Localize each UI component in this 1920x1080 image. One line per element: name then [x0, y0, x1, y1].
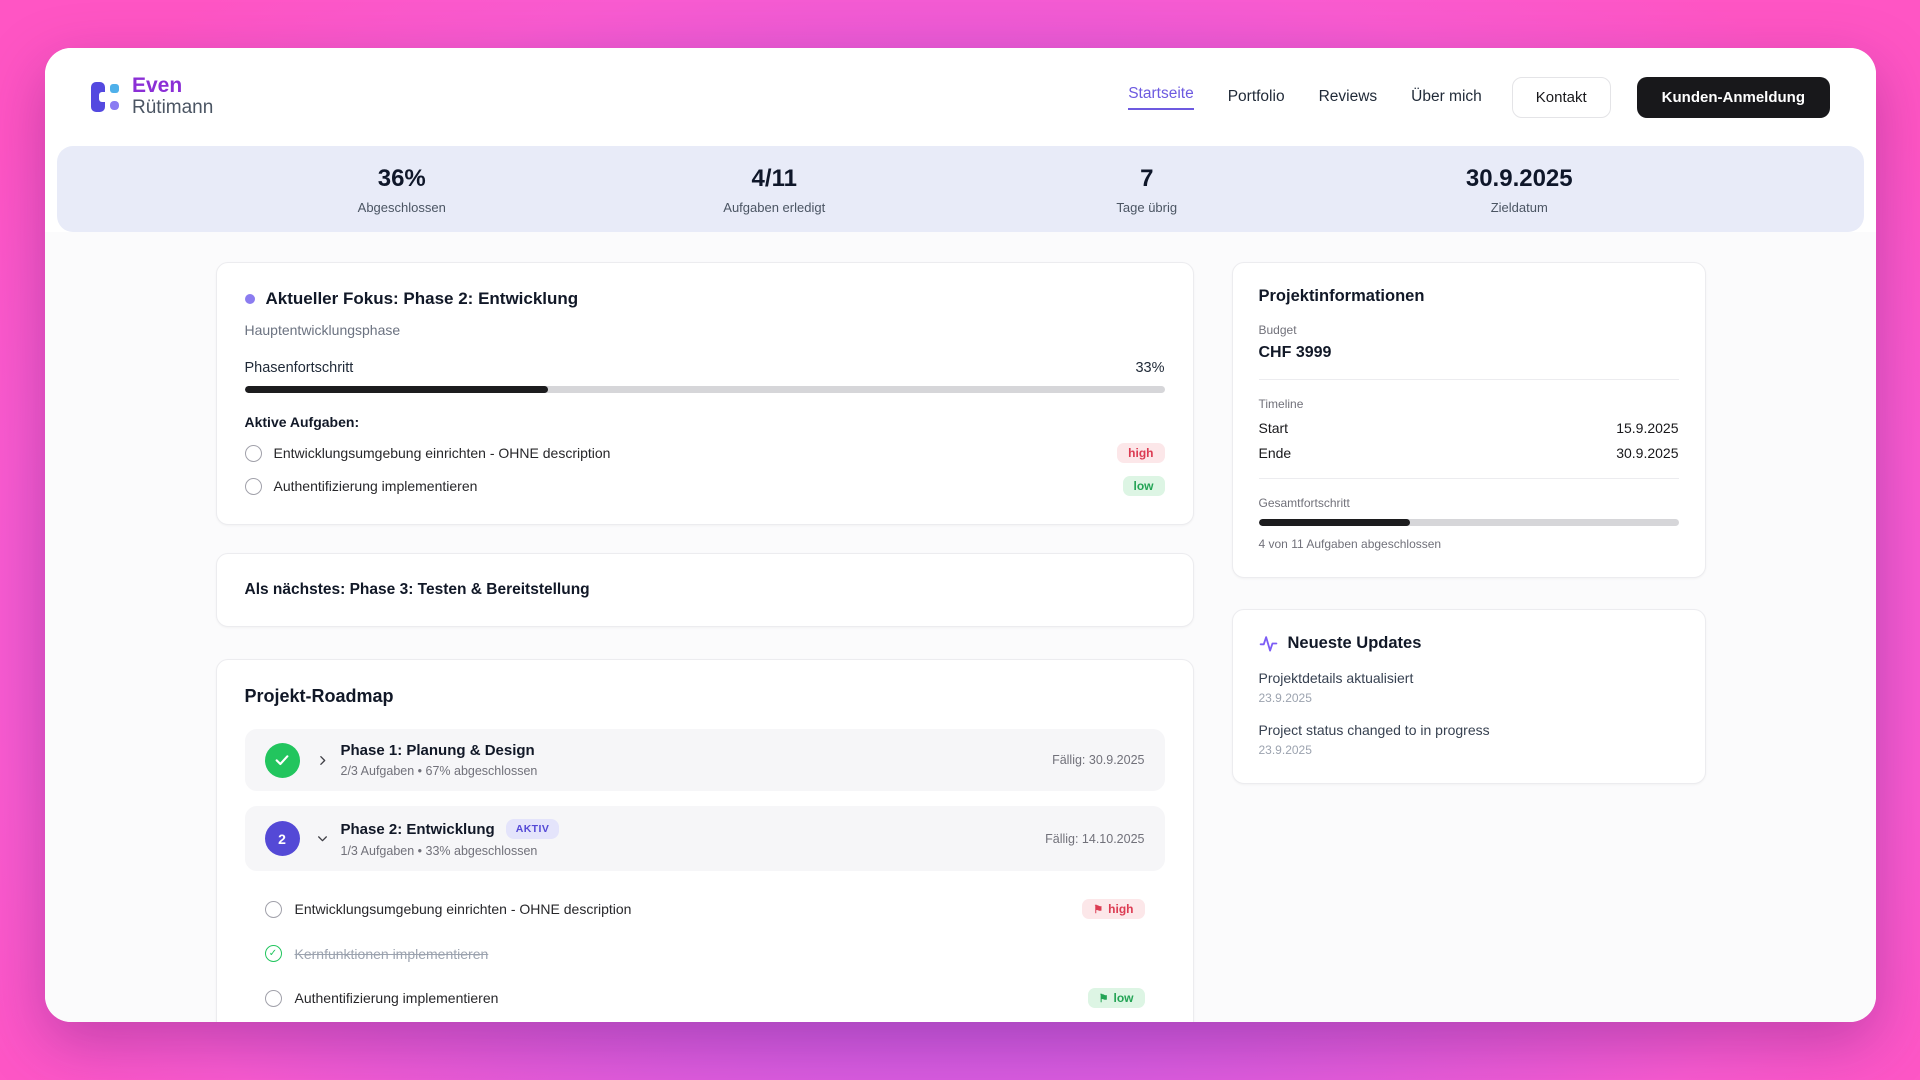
phase-due-date: Fällig: 14.10.2025: [1045, 831, 1145, 846]
app-window: Even Rütimann Startseite Portfolio Revie…: [45, 48, 1876, 1022]
timeline-label: Timeline: [1258, 397, 1304, 411]
kontakt-button[interactable]: Kontakt: [1511, 76, 1611, 118]
nav-startseite[interactable]: Startseite: [1128, 85, 1194, 110]
stat-label: Abgeschlossen: [357, 200, 446, 215]
phase-progress-bar: [244, 386, 1165, 393]
focus-title: Aktueller Fokus: Phase 2: Entwicklung: [265, 289, 579, 308]
focus-subtitle: Hauptentwicklungsphase: [244, 322, 401, 338]
end-label: Ende: [1258, 445, 1292, 461]
update-item: Projektdetails aktualisiert 23.9.2025: [1259, 670, 1679, 705]
end-value: 30.9.2025: [1616, 445, 1679, 461]
roadmap-task-row: ✓ Kernfunktionen implementieren: [245, 932, 1165, 975]
aktiv-badge: AKTIV: [505, 819, 560, 839]
updates-title: Neueste Updates: [1287, 634, 1422, 652]
task-label: Entwicklungsumgebung einrichten - OHNE d…: [273, 445, 611, 461]
phase-progress-value: 33%: [1135, 360, 1165, 376]
main-content: Aktueller Fokus: Phase 2: Entwicklung Ha…: [45, 232, 1876, 1022]
task-label: Entwicklungsumgebung einrichten - OHNE d…: [294, 901, 632, 917]
priority-badge-low: ⚑ low: [1087, 988, 1145, 1008]
priority-badge-high: ⚑ high: [1082, 899, 1145, 919]
activity-pulse-icon: [1259, 636, 1277, 652]
task-checkbox[interactable]: [264, 900, 282, 918]
phase-name: Phase 2: Entwicklung: [340, 820, 495, 838]
phase-row-2[interactable]: 2 Phase 2: Entwicklung AKTIV 1/3 Aufgabe…: [244, 806, 1165, 871]
phase-row-1[interactable]: Phase 1: Planung & Design 2/3 Aufgaben •…: [244, 729, 1165, 791]
priority-badge-low: low: [1122, 476, 1165, 496]
stat-aufgaben: 4/11 Aufgaben erledigt: [588, 165, 961, 215]
stat-zieldatum: 30.9.2025 Zieldatum: [1333, 165, 1706, 215]
stat-label: Aufgaben erledigt: [723, 200, 826, 215]
active-task-row: Entwicklungsumgebung einrichten - OHNE d…: [244, 443, 1165, 463]
overall-progress-caption: 4 von 11 Aufgaben abgeschlossen: [1258, 537, 1442, 551]
stat-value: 36%: [377, 165, 426, 192]
task-checkbox[interactable]: [244, 477, 262, 495]
task-checkbox[interactable]: [244, 444, 262, 462]
phase-meta: 2/3 Aufgaben • 67% abgeschlossen: [340, 764, 538, 778]
kunden-anmeldung-button[interactable]: Kunden-Anmeldung: [1636, 76, 1830, 118]
flag-icon: ⚑: [1093, 904, 1104, 916]
stats-band: 36% Abgeschlossen 4/11 Aufgaben erledigt…: [57, 146, 1864, 232]
overall-progress-fill: [1258, 519, 1410, 526]
logo-text-primary: Even: [132, 74, 183, 98]
overall-progress-bar: [1258, 519, 1679, 526]
roadmap-task-row: Authentifizierung implementieren ⚑ low: [245, 975, 1165, 1021]
main-nav: Startseite Portfolio Reviews Über mich: [1128, 85, 1482, 110]
logo-icon: [91, 81, 119, 113]
roadmap-card: Projekt-Roadmap Phase 1: Planung & Desig…: [215, 659, 1194, 1022]
task-checkbox-done[interactable]: ✓: [264, 945, 282, 962]
task-label-completed: Kernfunktionen implementieren: [294, 945, 489, 962]
phase-done-icon: [264, 742, 300, 778]
project-info-card: Projektinformationen Budget CHF 3999 Tim…: [1231, 262, 1706, 578]
chevron-right-icon[interactable]: [316, 754, 329, 767]
divider: [1258, 379, 1679, 380]
stat-tage: 7 Tage übrig: [961, 165, 1334, 215]
roadmap-task-row: Entwicklungsumgebung einrichten - OHNE d…: [245, 886, 1165, 932]
task-label: Authentifizierung implementieren: [273, 478, 478, 494]
focus-dot-icon: [244, 294, 255, 304]
stat-value: 7: [1140, 165, 1154, 192]
logo-text-secondary: Rütimann: [132, 97, 214, 119]
chevron-down-icon[interactable]: [316, 832, 329, 845]
nav-ueber-mich[interactable]: Über mich: [1411, 88, 1482, 105]
updates-card: Neueste Updates Projektdetails aktualisi…: [1231, 609, 1706, 784]
start-value: 15.9.2025: [1616, 420, 1679, 436]
overall-progress-label: Gesamtfortschritt: [1258, 496, 1350, 510]
current-focus-card: Aktueller Fokus: Phase 2: Entwicklung Ha…: [215, 262, 1194, 525]
roadmap-title: Projekt-Roadmap: [244, 686, 394, 706]
priority-badge-high: high: [1117, 443, 1165, 463]
logo[interactable]: Even Rütimann: [91, 74, 213, 120]
start-label: Start: [1258, 420, 1289, 436]
phase-due-date: Fällig: 30.9.2025: [1052, 753, 1145, 767]
update-date: 23.9.2025: [1258, 743, 1312, 757]
phase-name: Phase 1: Planung & Design: [340, 742, 535, 759]
update-date: 23.9.2025: [1258, 691, 1312, 705]
flag-icon: ⚑: [1098, 993, 1109, 1005]
active-task-row: Authentifizierung implementieren low: [244, 476, 1165, 496]
stat-label: Zieldatum: [1490, 200, 1548, 215]
divider: [1258, 478, 1679, 479]
task-checkbox[interactable]: [264, 989, 282, 1007]
stat-label: Tage übrig: [1116, 200, 1178, 215]
next-phase-card: Als nächstes: Phase 3: Testen & Bereitst…: [215, 553, 1194, 627]
stat-abgeschlossen: 36% Abgeschlossen: [216, 165, 589, 215]
task-label: Authentifizierung implementieren: [294, 990, 499, 1006]
active-tasks-heading: Aktive Aufgaben:: [244, 414, 360, 430]
phase-meta: 1/3 Aufgaben • 33% abgeschlossen: [340, 844, 538, 858]
update-title: Projektdetails aktualisiert: [1258, 670, 1414, 686]
phase-number-icon: 2: [264, 821, 300, 856]
phase-progress-fill: [244, 386, 549, 393]
update-item: Project status changed to in progress 23…: [1259, 722, 1679, 757]
nav-portfolio[interactable]: Portfolio: [1227, 88, 1285, 105]
budget-label: Budget: [1258, 323, 1297, 337]
stat-value: 4/11: [751, 165, 797, 192]
header: Even Rütimann Startseite Portfolio Revie…: [45, 48, 1876, 146]
budget-value: CHF 3999: [1258, 344, 1332, 361]
phase-progress-label: Phasenfortschritt: [244, 360, 354, 376]
nav-reviews[interactable]: Reviews: [1318, 88, 1378, 105]
project-info-title: Projektinformationen: [1258, 287, 1425, 305]
stat-value: 30.9.2025: [1465, 165, 1573, 192]
update-title: Project status changed to in progress: [1258, 722, 1490, 738]
next-phase-title: Als nächstes: Phase 3: Testen & Bereitst…: [244, 581, 590, 598]
